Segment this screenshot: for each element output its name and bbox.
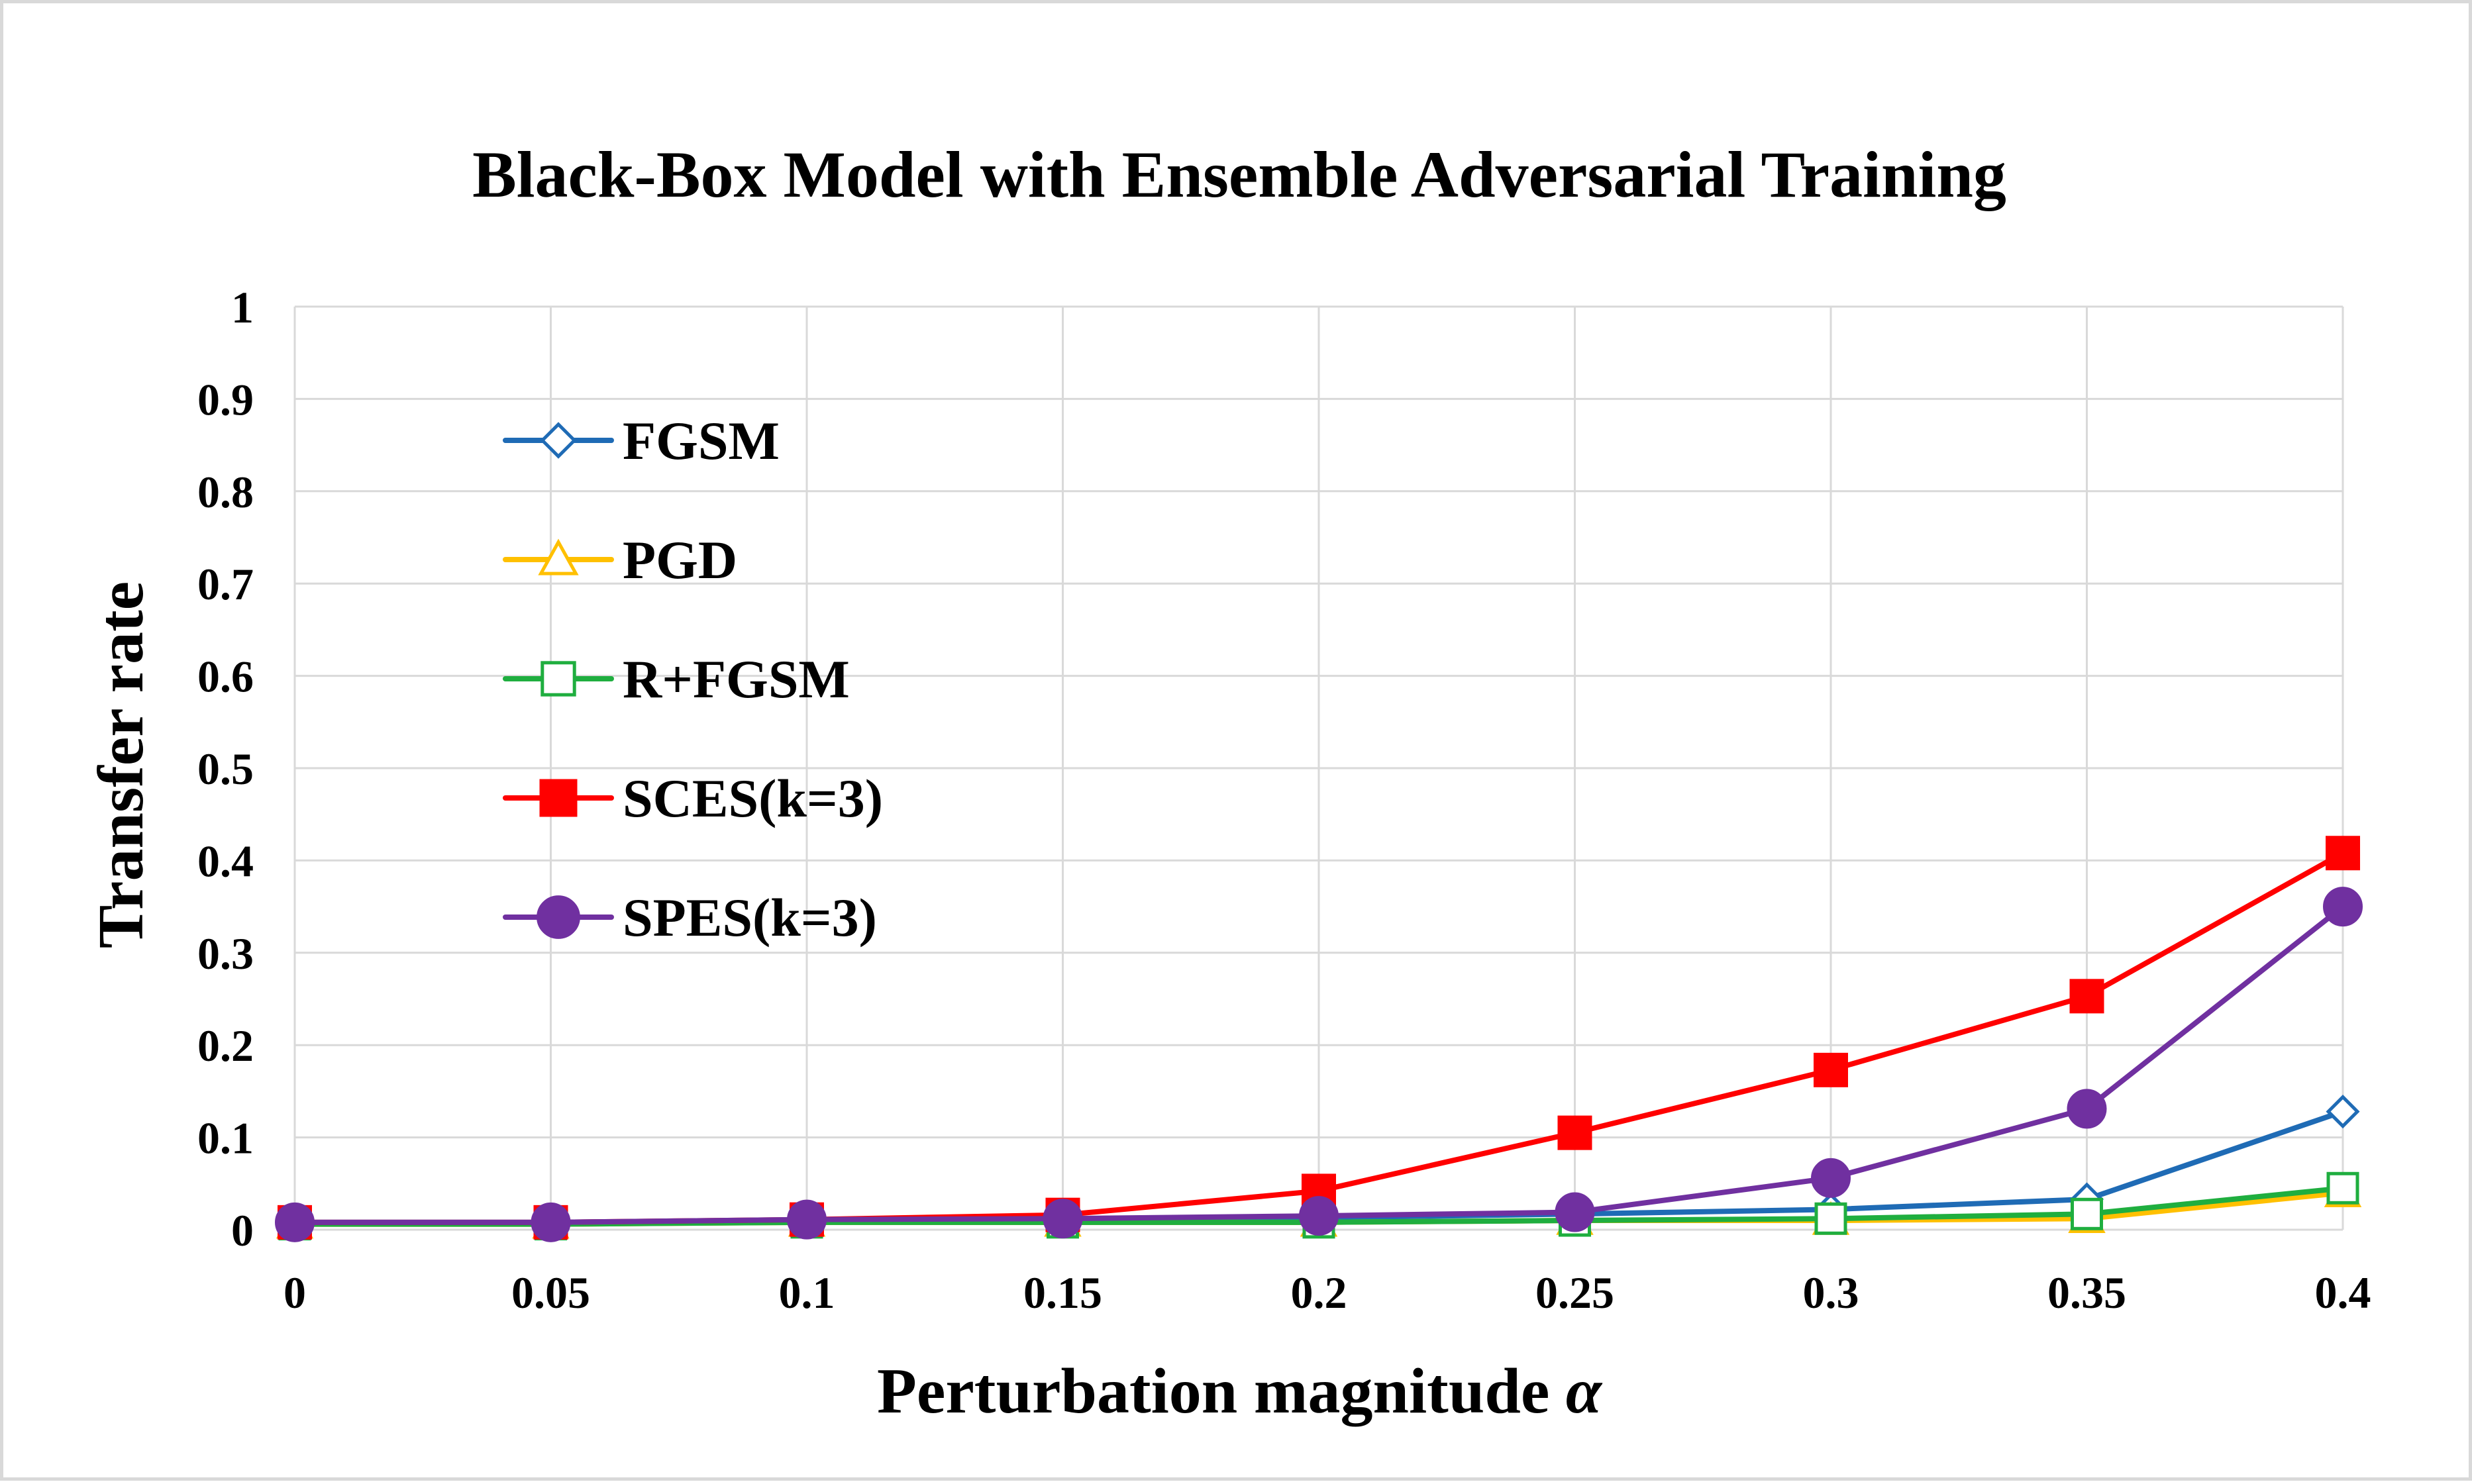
x-tick-label: 0.25 (1535, 1267, 1614, 1318)
y-axis-tick-labels: 0 0.1 0.2 0.3 0.4 0.5 0.6 0.7 0.8 0.9 1 (197, 282, 254, 1256)
y-tick-label: 0.7 (197, 559, 254, 609)
series-4 (275, 887, 2363, 1242)
x-tick-label: 0 (283, 1267, 306, 1318)
legend-label: SCES(k=3) (623, 768, 883, 828)
x-axis-label-text: Perturbation magnitude (877, 1356, 1566, 1427)
data-point (2326, 836, 2360, 871)
y-tick-label: 0.6 (197, 652, 254, 702)
legend-item: R+FGSM (503, 649, 850, 709)
x-tick-label: 0.3 (1803, 1267, 1859, 1318)
data-point (2326, 1171, 2359, 1205)
y-tick-label: 0.4 (197, 836, 254, 886)
legend-marker (539, 779, 578, 817)
x-tick-label: 0.2 (1291, 1267, 1347, 1318)
data-point (2323, 887, 2363, 927)
data-point (1811, 1158, 1851, 1198)
data-point (2067, 1089, 2107, 1129)
y-tick-label: 0.1 (197, 1113, 254, 1163)
x-axis-label-symbol: α (1566, 1356, 1603, 1427)
legend-item: SCES(k=3) (503, 768, 883, 828)
legend-item: SPES(k=3) (503, 887, 877, 948)
x-axis-label: Perturbation magnitude α (877, 1356, 1603, 1427)
data-point (275, 1202, 315, 1242)
y-tick-label: 0 (231, 1205, 254, 1256)
data-point (1814, 1202, 1847, 1235)
x-tick-label: 0.1 (779, 1267, 835, 1318)
y-tick-label: 0.3 (197, 928, 254, 979)
data-point (1814, 1052, 1848, 1087)
data-point (1299, 1196, 1339, 1236)
legend-label: FGSM (623, 411, 780, 471)
data-point (2326, 1095, 2360, 1129)
y-tick-label: 0.8 (197, 467, 254, 517)
legend-marker (538, 538, 579, 575)
legend: FGSM PGD R+FGSM SCES(k=3) SPES(k=3) (503, 411, 883, 948)
data-point (1557, 1115, 1592, 1150)
legend-marker (540, 422, 577, 459)
x-tick-label: 0.4 (2315, 1267, 2371, 1318)
data-point (531, 1202, 571, 1242)
data-point (2071, 1197, 2103, 1230)
legend-item: PGD (503, 530, 737, 590)
x-axis-tick-labels: 0 0.05 0.1 0.15 0.2 0.25 0.3 0.35 0.4 (283, 1267, 2371, 1318)
data-point (1043, 1199, 1083, 1239)
x-tick-label: 0.15 (1023, 1267, 1102, 1318)
data-point (2069, 979, 2104, 1014)
chart-title: Black-Box Model with Ensemble Adversaria… (472, 138, 2006, 211)
y-axis-label: Transfer rate (85, 581, 157, 948)
x-tick-label: 0.35 (2047, 1267, 2126, 1318)
y-tick-label: 0.9 (197, 374, 254, 424)
grid (293, 305, 2344, 1231)
legend-label: SPES(k=3) (623, 887, 877, 948)
series-layer (275, 836, 2363, 1242)
line-chart: Black-Box Model with Ensemble Adversaria… (85, 138, 2371, 1427)
legend-item: FGSM (503, 411, 780, 471)
data-point (1555, 1192, 1595, 1232)
data-point (787, 1199, 827, 1240)
y-tick-label: 1 (231, 282, 254, 332)
y-tick-label: 0.2 (197, 1020, 254, 1071)
y-tick-label: 0.5 (197, 744, 254, 794)
legend-label: PGD (623, 530, 737, 590)
x-tick-label: 0.05 (511, 1267, 590, 1318)
legend-marker (537, 895, 580, 939)
legend-label: R+FGSM (623, 649, 850, 709)
legend-marker (541, 661, 576, 697)
